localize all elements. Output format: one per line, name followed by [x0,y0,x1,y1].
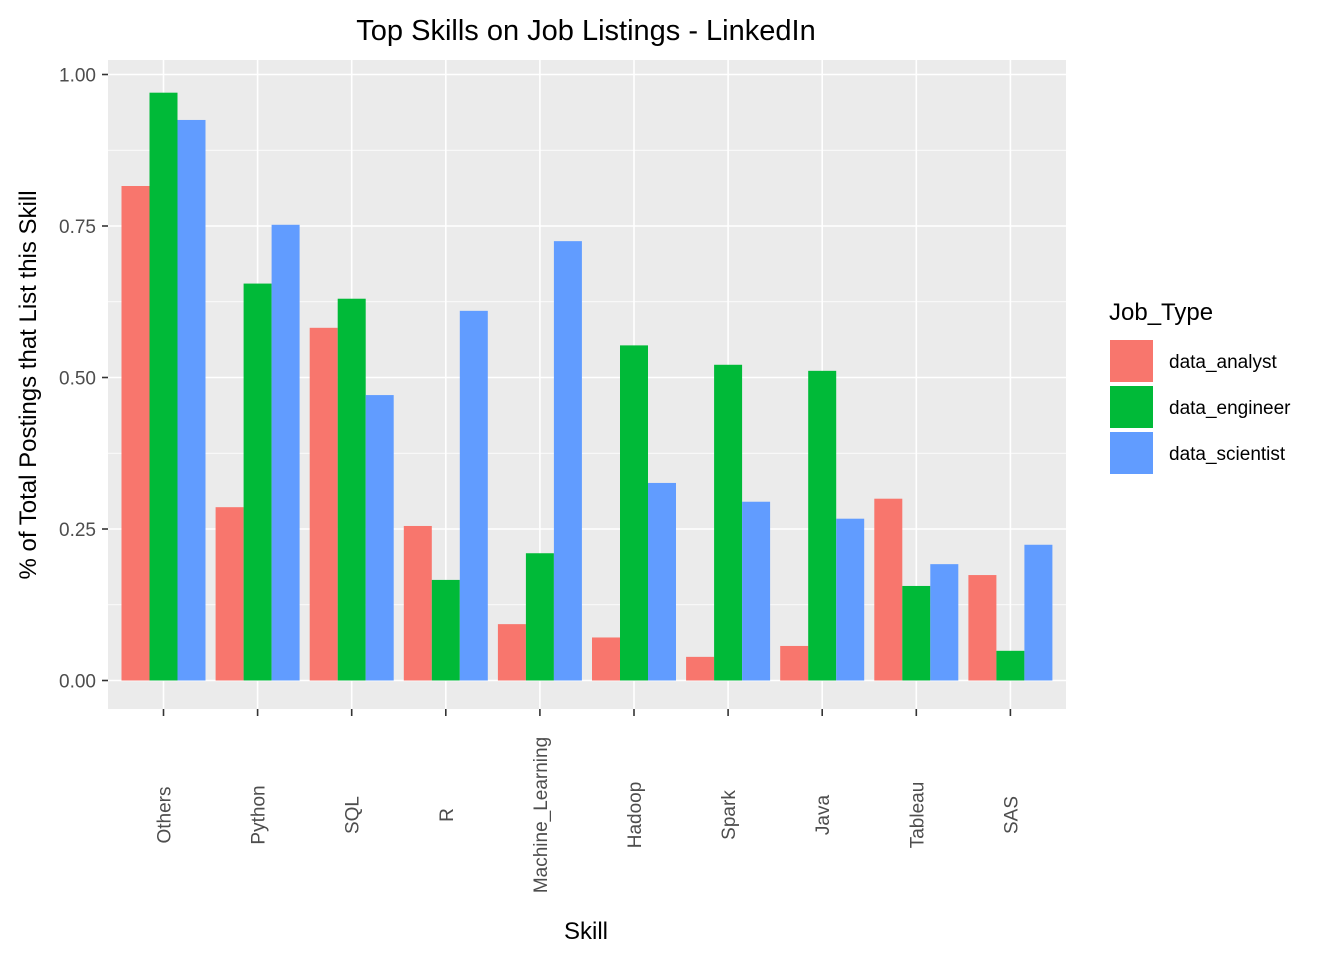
x-tick-label: SAS [1001,796,1022,834]
legend-label: data_scientist [1169,444,1286,465]
bar-data_engineer-Machine_Learning [525,553,554,681]
x-tick-label: Tableau [907,782,928,849]
bar-data_analyst-SAS [968,575,997,681]
legend: Job_Type data_analyst data_engineer data_s… [1109,299,1291,474]
bar-data_analyst-Others [121,186,150,681]
x-axis-title: Skill [564,918,608,945]
legend-key-data_scientist [1110,432,1153,474]
legend-key-data_engineer [1110,386,1153,428]
bar-data_engineer-Spark [714,364,743,681]
y-tick-label: 1.00 [59,66,96,87]
legend-label: data_engineer [1169,398,1291,419]
bar-data_engineer-Tableau [902,585,931,681]
bar-data_scientist-Hadoop [648,482,676,681]
legend-title: Job_Type [1109,299,1213,326]
y-tick-label: 0.25 [59,520,96,541]
bar-data_analyst-SQL [309,327,338,681]
x-tick-label: SQL [343,796,364,834]
x-axis: Others Python SQL R Machine_Learning Hadoop Sp… [155,709,1022,893]
bar-data_analyst-Machine_Learning [497,624,526,681]
bar-data_engineer-SAS [996,650,1025,681]
x-tick-label: Machine_Learning [531,737,552,893]
bar-data_engineer-Others [149,92,178,681]
bar-data_scientist-R [459,310,488,681]
bar-data_scientist-Spark [742,501,771,681]
bar-data_scientist-Machine_Learning [553,241,582,681]
bar-data_scientist-SQL [365,395,394,681]
y-axis-title: % of Total Postings that List this Skill [15,190,42,579]
bar-data_analyst-Java [780,645,809,681]
x-tick-label: Python [249,785,270,844]
bar-data_engineer-R [431,579,460,681]
x-tick-label: Java [813,795,834,836]
x-tick-label: Spark [719,790,740,840]
bar-data_engineer-Java [808,370,837,681]
y-axis: 0.00 0.25 0.50 0.75 1.00 [59,66,108,693]
x-tick-label: Others [155,786,176,843]
chart-title: Top Skills on Job Listings - LinkedIn [356,15,815,47]
bar-data_scientist-Python [271,224,300,681]
bar-data_scientist-Java [836,518,865,681]
bars-group [121,92,1053,681]
bar-data_analyst-Tableau [874,498,903,681]
bar-data_analyst-Spark [686,656,715,681]
bar-data_scientist-Tableau [930,564,959,681]
bar-data_engineer-Python [243,283,272,681]
bar-data_engineer-Hadoop [620,345,648,681]
legend-key-data_analyst [1110,340,1153,382]
bar-data_scientist-Others [177,119,206,681]
legend-label: data_analyst [1169,352,1277,373]
x-tick-label: R [437,808,458,822]
bar-data_analyst-Hadoop [592,637,620,681]
y-tick-label: 0.75 [59,217,96,238]
bar-data_analyst-Python [215,507,244,681]
bar-data_analyst-R [403,525,432,681]
bar-data_scientist-SAS [1024,544,1053,681]
bar-data_engineer-SQL [337,298,366,681]
y-tick-label: 0.50 [59,369,96,390]
x-tick-label: Hadoop [625,782,646,849]
y-tick-label: 0.00 [59,672,96,693]
